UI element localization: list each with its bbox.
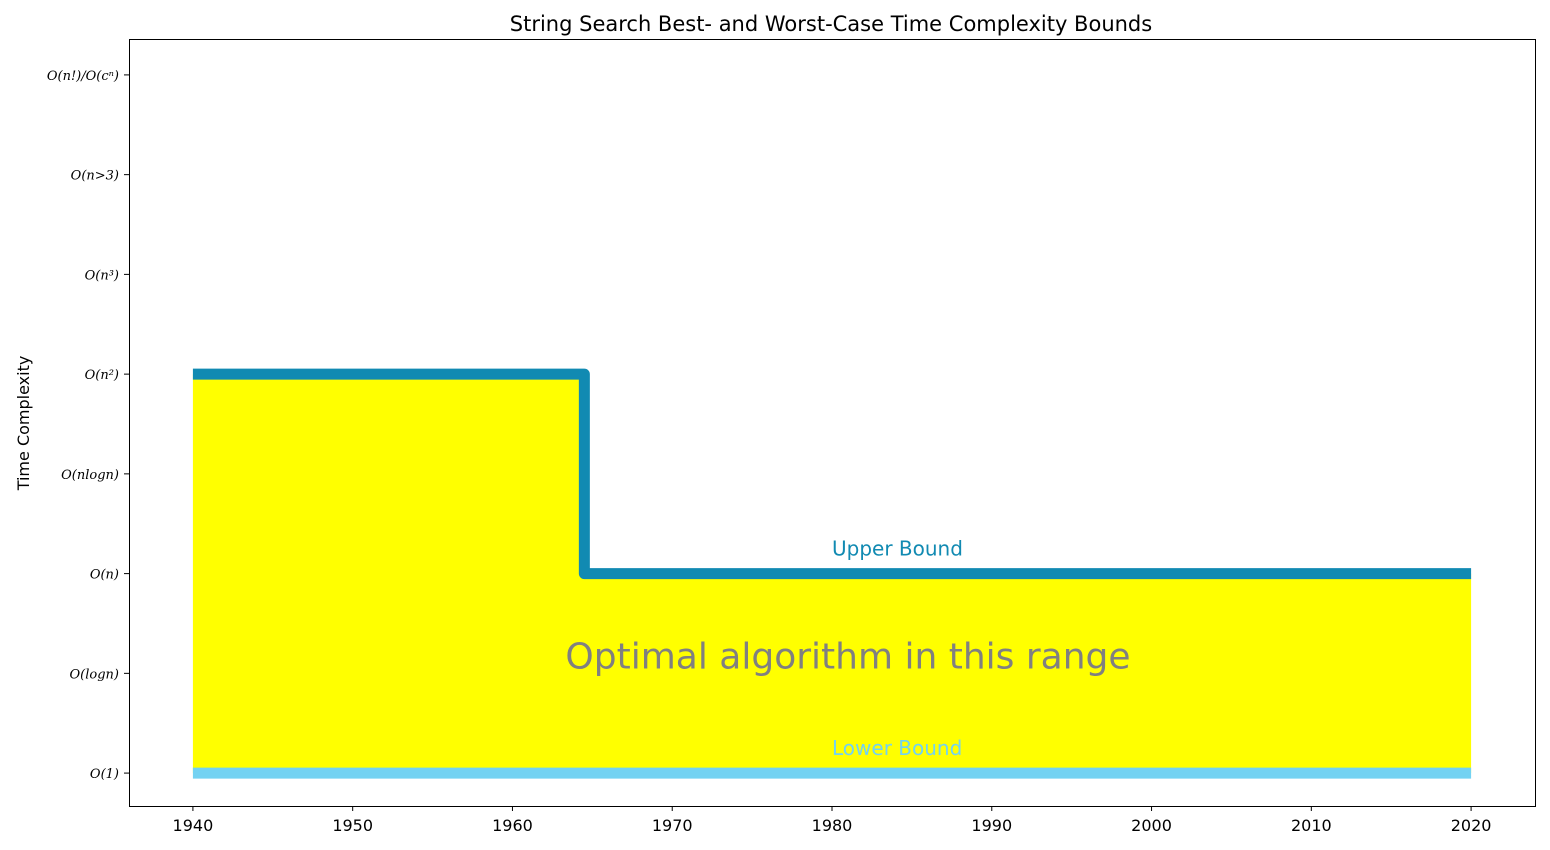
y-tick-label: O(n) xyxy=(90,568,119,583)
y-tick-label: O(n³) xyxy=(85,268,119,283)
y-axis-label: Time Complexity xyxy=(14,356,33,492)
chart-title: String Search Best- and Worst-Case Time … xyxy=(510,12,1152,36)
x-tick-label: 1940 xyxy=(173,816,214,835)
y-tick-label: O(n!)/O(cⁿ) xyxy=(47,69,119,84)
series-labels: Upper Bound Lower Bound Optimal algorithm … xyxy=(565,537,1130,760)
y-tick-label: O(logn) xyxy=(70,667,119,682)
x-tick-label: 1990 xyxy=(971,816,1012,835)
y-tick-label: O(1) xyxy=(90,767,119,782)
y-tick-label: O(n²) xyxy=(85,368,119,383)
x-axis: 1940 1950 1960 1970 1980 1990 2000 2010 2020 xyxy=(173,806,1492,835)
x-tick-label: 2020 xyxy=(1451,816,1492,835)
upper-bound-label: Upper Bound xyxy=(832,537,963,561)
optimal-range-label: Optimal algorithm in this range xyxy=(565,636,1130,677)
x-tick-label: 1960 xyxy=(492,816,533,835)
series-lines xyxy=(192,368,1472,779)
x-tick-label: 2010 xyxy=(1291,816,1332,835)
upper-bound-line xyxy=(192,368,1472,580)
y-tick-label: O(n>3) xyxy=(71,169,119,184)
x-tick-label: 2000 xyxy=(1131,816,1172,835)
x-tick-label: 1950 xyxy=(332,816,373,835)
x-tick-label: 1980 xyxy=(812,816,853,835)
x-tick-label: 1970 xyxy=(652,816,693,835)
lower-bound-label: Lower Bound xyxy=(832,736,962,760)
y-axis: O(1) O(logn) O(n) O(nlogn) O(n²) O(n³) O(n>3) O… xyxy=(47,69,129,782)
y-tick-label: O(nlogn) xyxy=(61,468,119,483)
